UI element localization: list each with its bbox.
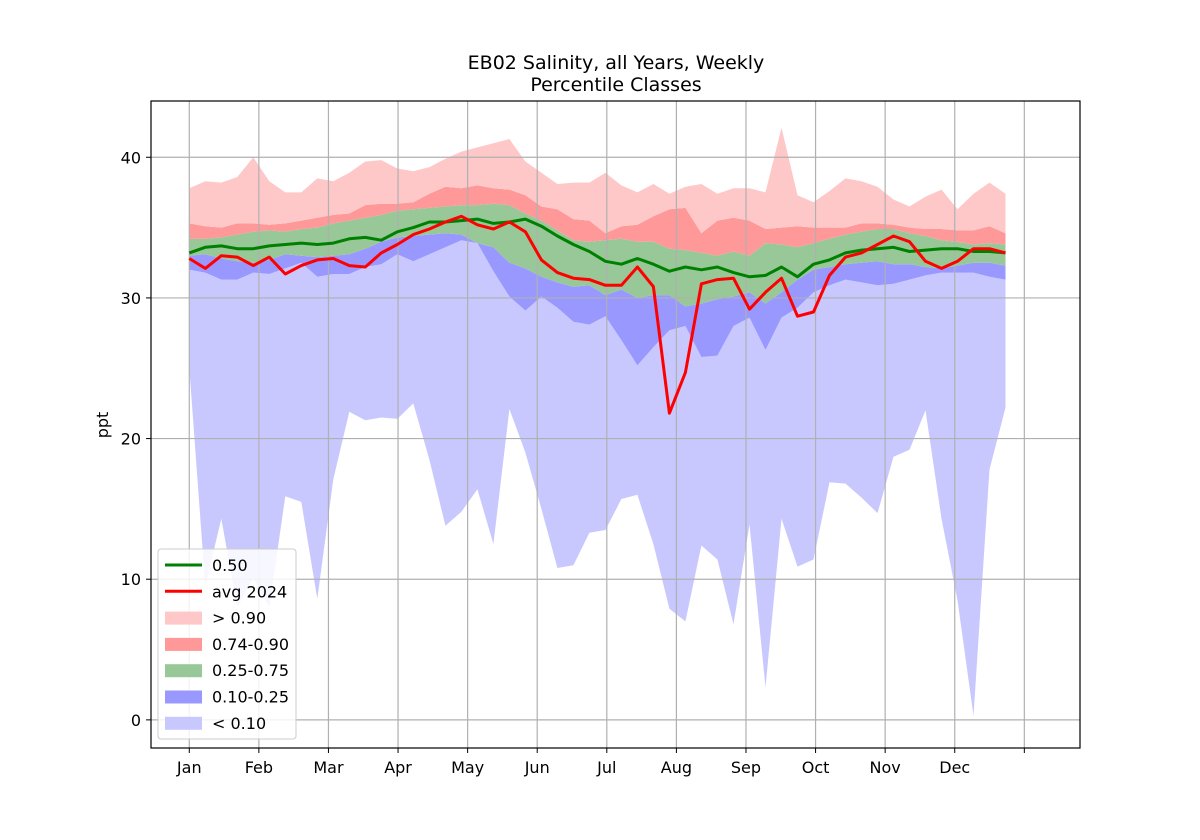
x-tick-label: Feb [245, 758, 273, 777]
x-tick-label: Aug [661, 758, 692, 777]
legend-label: < 0.10 [212, 714, 266, 733]
band-lt-0.10 [189, 240, 1006, 716]
y-axis-label: ppt [93, 412, 112, 439]
legend: 0.50 avg 2024 > 0.90 0.74-0.90 0.25-0.75 0.10… [157, 548, 297, 740]
y-tick-label: 0 [131, 711, 141, 730]
x-tick-label: Jun [524, 758, 550, 777]
y-tick-label: 30 [121, 289, 141, 308]
legend-swatch-patch [165, 690, 202, 704]
x-tick-label: Apr [384, 758, 412, 777]
y-tick-label: 40 [121, 148, 141, 167]
x-tick-label: Jan [176, 758, 202, 777]
x-tick-label: Mar [313, 758, 344, 777]
legend-label: 0.74-0.90 [212, 635, 289, 654]
y-tick-label: 10 [121, 570, 141, 589]
chart-subtitle: Percentile Classes [530, 74, 701, 96]
band-0.74-0.90 [189, 185, 1006, 256]
x-tick-label: Oct [802, 758, 830, 777]
legend-swatch-patch [165, 716, 202, 730]
grid-layer [151, 101, 1080, 748]
y-tick-label: 20 [121, 430, 141, 449]
line-avg-2024 [188, 214, 1006, 415]
x-tick-label: Jul [596, 758, 616, 777]
legend-label: 0.50 [212, 556, 248, 575]
legend-label: avg 2024 [212, 582, 287, 601]
legend-label: > 0.90 [212, 609, 266, 628]
x-tick-label: May [451, 758, 484, 777]
x-tick-label: Nov [870, 758, 901, 777]
legend-swatch-patch [165, 611, 202, 625]
legend-swatch-patch [165, 664, 202, 678]
x-tick-label: Dec [939, 758, 970, 777]
y-ticks: 0 10 20 30 40 [121, 148, 151, 730]
legend-label: 0.10-0.25 [212, 688, 289, 707]
band-0.10-0.25 [189, 233, 1006, 366]
chart-title: EB02 Salinity, all Years, Weekly [468, 52, 765, 74]
lines-layer [188, 214, 1006, 415]
x-ticks: Jan Feb Mar Apr May Jun Jul Aug Sep Oct Nov Dec [176, 748, 1025, 777]
band-gt-0.90 [189, 127, 1006, 234]
legend-label: 0.25-0.75 [212, 661, 289, 680]
plot-frame [150, 100, 1081, 749]
legend-swatch-patch [165, 637, 202, 651]
x-tick-label: Sep [731, 758, 761, 777]
